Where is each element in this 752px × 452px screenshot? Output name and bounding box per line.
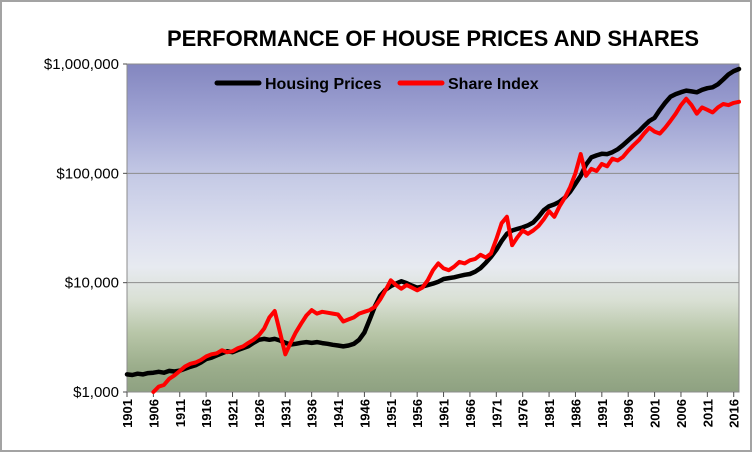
y-tick-label: $1,000,000 — [44, 56, 119, 73]
x-tick-label: 1956 — [410, 399, 425, 428]
x-tick-label: 1966 — [463, 399, 478, 428]
x-tick-label: 1991 — [595, 399, 610, 428]
x-tick-label: 1901 — [120, 399, 135, 428]
x-tick-label: 1921 — [226, 399, 241, 428]
x-tick-label: 2006 — [674, 399, 689, 428]
y-tick-label: $1,000 — [73, 384, 119, 401]
x-tick-label: 1926 — [252, 399, 267, 428]
y-tick-label: $10,000 — [65, 275, 119, 292]
series-line-share-index — [151, 96, 741, 394]
x-tick-label: 1996 — [621, 399, 636, 428]
x-tick-label: 1951 — [384, 399, 399, 428]
x-tick-label: 2001 — [648, 399, 663, 428]
x-tick-label: 1976 — [516, 399, 531, 428]
x-tick-label: 1911 — [173, 399, 188, 427]
x-tick-label: 2016 — [727, 399, 742, 428]
chart-title: PERFORMANCE OF HOUSE PRICES AND SHARES — [167, 26, 699, 51]
x-tick-label: 1981 — [542, 399, 557, 428]
x-tick-label: 1941 — [331, 399, 346, 428]
plot-border — [126, 63, 740, 393]
legend: Housing Prices Share Index — [214, 76, 539, 93]
legend-label-housing-prices: Housing Prices — [265, 76, 382, 93]
x-tick-label: 1936 — [305, 399, 320, 428]
x-tick-label: 1906 — [146, 399, 161, 428]
y-tick-label: $100,000 — [56, 165, 119, 182]
x-tick-label: 1961 — [437, 399, 452, 428]
x-tick-label: 1971 — [489, 399, 504, 428]
x-tick-label: 1946 — [357, 399, 372, 428]
x-tick-label: 1916 — [199, 399, 214, 428]
plot-area-background — [127, 64, 739, 392]
legend-label-share-index: Share Index — [448, 76, 539, 93]
x-tick-label: 2011 — [700, 399, 715, 427]
series-layer — [124, 66, 742, 394]
x-tick-label: 1931 — [278, 399, 293, 428]
x-tick-label: 1986 — [568, 399, 583, 428]
